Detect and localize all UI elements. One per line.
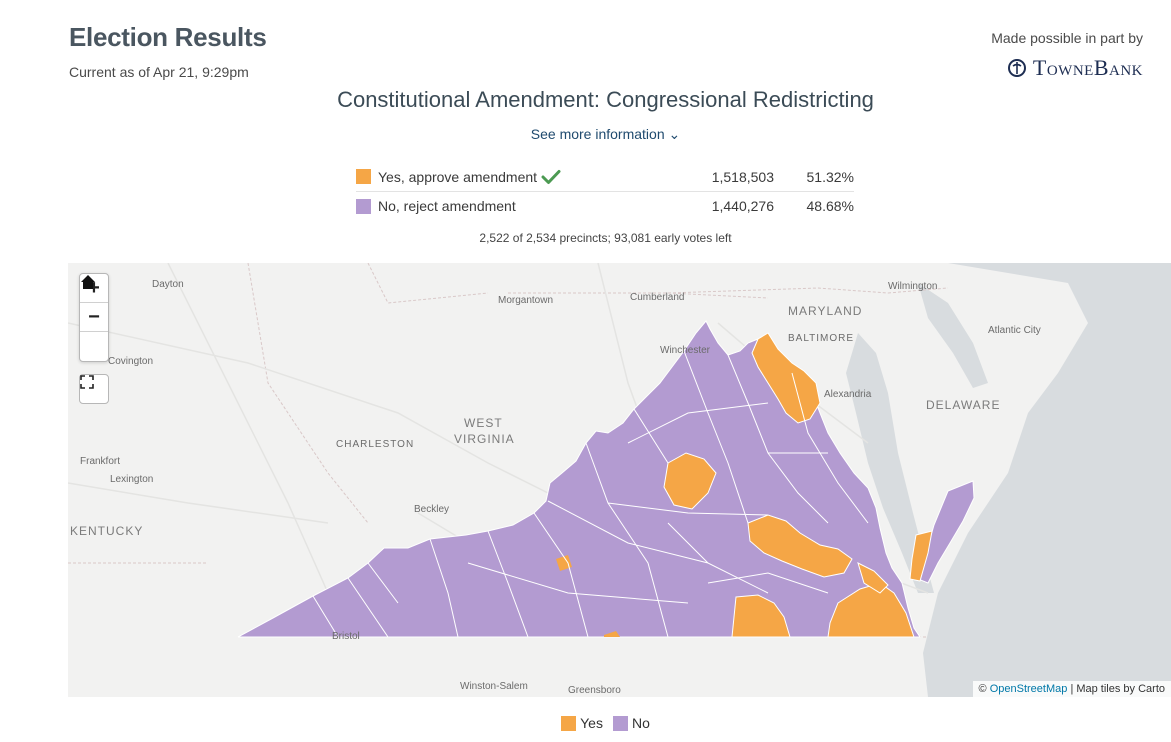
map-label-west: WEST bbox=[464, 416, 503, 430]
sponsor-text: Made possible in part by bbox=[991, 30, 1143, 46]
zoom-in-button[interactable]: + bbox=[80, 274, 108, 303]
results-table: Yes, approve amendment 1,518,503 51.32% … bbox=[356, 162, 854, 220]
map-label-beckley: Beckley bbox=[414, 504, 449, 515]
atlantic-ocean bbox=[923, 263, 1171, 697]
legend-yes-swatch bbox=[561, 715, 577, 731]
map-label-winston-salem: Winston-Salem bbox=[460, 681, 528, 692]
sponsor-logo[interactable]: TowneBank bbox=[1007, 55, 1143, 81]
map-label-wilmington: Wilmington bbox=[888, 281, 937, 292]
precincts-reporting: 2,522 of 2,534 precincts; 93,081 early v… bbox=[479, 231, 732, 245]
richmond-area-yes[interactable] bbox=[747, 514, 853, 578]
peninsula-yes[interactable] bbox=[857, 562, 889, 594]
small-yes-2[interactable] bbox=[604, 631, 620, 637]
map-label-cumberland: Cumberland bbox=[630, 292, 684, 303]
map-label-delaware: DELAWARE bbox=[926, 398, 1000, 412]
map-label-dayton: Dayton bbox=[152, 279, 184, 290]
sponsor-logo-text: TowneBank bbox=[1032, 55, 1143, 80]
chesapeake-bay bbox=[846, 333, 934, 593]
map-attribution: © OpenStreetMap | Map tiles by Carto bbox=[972, 681, 1171, 697]
yes-swatch bbox=[356, 169, 371, 184]
result-pct-yes: 51.32% bbox=[806, 168, 854, 185]
southside-yes[interactable] bbox=[731, 594, 791, 638]
race-title: Constitutional Amendment: Congressional … bbox=[337, 87, 874, 112]
no-swatch bbox=[356, 198, 371, 214]
delaware-bay bbox=[918, 283, 988, 388]
small-yes-1[interactable] bbox=[556, 555, 572, 571]
virginia-no-region[interactable] bbox=[237, 320, 921, 638]
see-more-information-link[interactable]: See more information ⌄ bbox=[530, 126, 681, 142]
legend-no: No bbox=[612, 715, 650, 731]
map-label-kentucky: KENTUCKY bbox=[70, 524, 143, 538]
map-label-bristol: Bristol bbox=[332, 631, 360, 642]
result-votes-no: 1,440,276 bbox=[711, 198, 774, 214]
map-label-greensboro: Greensboro bbox=[568, 685, 621, 696]
result-pct-no: 48.68% bbox=[806, 198, 854, 214]
map-label-morgantown: Morgantown bbox=[498, 295, 553, 306]
result-row-no: No, reject amendment 1,440,276 48.68% bbox=[356, 191, 854, 220]
zoom-out-button[interactable]: − bbox=[80, 303, 108, 332]
result-votes-yes: 1,518,503 bbox=[711, 168, 774, 185]
result-label-yes: Yes, approve amendment bbox=[378, 168, 538, 185]
map-label-alexandria: Alexandria bbox=[824, 389, 872, 400]
eastern-shore-yes[interactable] bbox=[909, 530, 933, 582]
hampton-roads-yes[interactable] bbox=[827, 582, 915, 638]
result-row-yes: Yes, approve amendment 1,518,503 51.32% bbox=[356, 162, 854, 191]
northern-virginia-yes[interactable] bbox=[751, 332, 821, 424]
result-label-no: No, reject amendment bbox=[378, 198, 516, 214]
fullscreen-button[interactable] bbox=[79, 374, 109, 404]
page-title: Election Results bbox=[69, 22, 267, 52]
home-icon bbox=[81, 275, 95, 289]
county-lines bbox=[312, 350, 869, 638]
map-label-charleston: CHARLESTON bbox=[336, 439, 414, 450]
map-zoom-controls: + − bbox=[79, 273, 109, 362]
map-label-west-virginia: VIRGINIA bbox=[454, 432, 515, 446]
map-label-winchester: Winchester bbox=[660, 345, 711, 356]
fullscreen-icon bbox=[80, 375, 94, 389]
map-label-covington: Covington bbox=[108, 356, 153, 367]
map-legend: Yes No bbox=[0, 715, 1171, 731]
state-borders bbox=[68, 263, 949, 638]
winner-check-icon bbox=[541, 169, 561, 184]
map-label-baltimore: BALTIMORE bbox=[788, 333, 854, 344]
townebank-emblem-icon bbox=[1007, 59, 1026, 77]
map-label-maryland: MARYLAND bbox=[788, 304, 862, 318]
map-label-lexington: Lexington bbox=[110, 474, 153, 485]
last-updated: Current as of Apr 21, 9:29pm bbox=[69, 64, 249, 80]
openstreetmap-link[interactable]: OpenStreetMap bbox=[989, 683, 1068, 695]
albemarle-yes[interactable] bbox=[663, 452, 717, 510]
map-label-atlantic-city: Atlantic City bbox=[988, 325, 1041, 336]
legend-no-swatch bbox=[612, 715, 628, 731]
map-label-frankfort: Frankfort bbox=[80, 456, 120, 467]
home-button[interactable] bbox=[80, 275, 108, 361]
results-map[interactable]: Dayton Morgantown Cumberland MARYLAND BA… bbox=[68, 263, 1171, 697]
map-canvas[interactable]: Dayton Morgantown Cumberland MARYLAND BA… bbox=[68, 263, 1171, 697]
legend-yes: Yes bbox=[561, 715, 603, 731]
